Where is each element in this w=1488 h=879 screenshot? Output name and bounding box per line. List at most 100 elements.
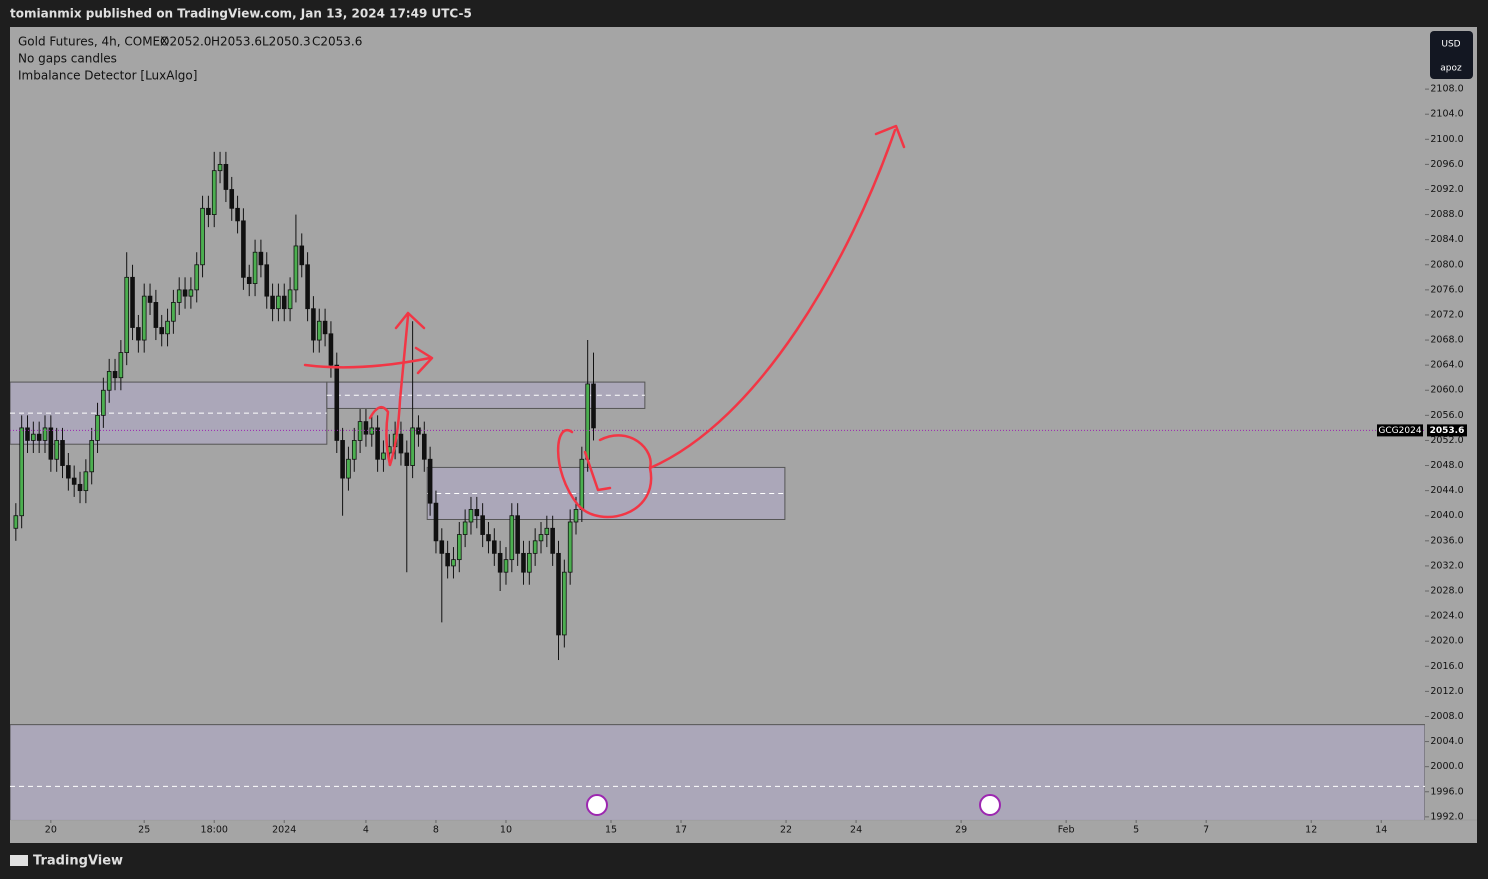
event-icon[interactable] xyxy=(586,794,608,816)
ticker-tag xyxy=(1377,424,1423,437)
candle-body xyxy=(211,170,217,215)
y-tick-label: 2048.0 xyxy=(1430,460,1463,471)
y-tick-label: 2072.0 xyxy=(1430,309,1463,320)
candle-body xyxy=(316,320,322,341)
candle-body xyxy=(147,295,153,303)
y-tick-label: 2100.0 xyxy=(1430,134,1463,145)
candle-body xyxy=(246,276,252,284)
drawings xyxy=(303,124,906,519)
candle-body xyxy=(31,433,36,441)
candle-body xyxy=(299,245,305,266)
candle-body xyxy=(421,433,427,460)
x-tick-label: 20 xyxy=(45,825,57,836)
candle-body xyxy=(439,540,445,554)
candle-body xyxy=(42,427,48,441)
candle-body xyxy=(311,308,316,341)
logo-icon xyxy=(10,855,28,866)
candle-body xyxy=(200,207,205,266)
candle-body xyxy=(182,289,188,297)
x-tick-label: 25 xyxy=(138,825,150,836)
candle-body xyxy=(124,276,129,354)
candle-body xyxy=(264,264,270,297)
candle-body xyxy=(235,207,240,222)
y-tick-label: 2060.0 xyxy=(1430,385,1463,396)
candle-body xyxy=(375,427,380,460)
candle-body xyxy=(556,552,561,636)
candle-body xyxy=(497,552,503,573)
candle-body xyxy=(223,163,229,190)
candle-body xyxy=(474,509,480,517)
candle-body xyxy=(241,220,246,278)
ohlc: C2053.6 xyxy=(312,35,362,49)
event-icon[interactable] xyxy=(979,794,1001,816)
candle-body xyxy=(381,452,386,460)
y-tick-label: 2008.0 xyxy=(1430,711,1463,722)
candle-body xyxy=(25,427,30,441)
x-tick-label: Feb xyxy=(1058,825,1075,836)
drawn-circle xyxy=(556,428,653,519)
candle-body xyxy=(532,540,538,554)
imbalance-zone xyxy=(10,724,1425,820)
candle-body xyxy=(194,264,200,291)
candle-body xyxy=(509,515,515,561)
x-tick-label: 29 xyxy=(955,825,967,836)
axes: 1992.0 1996.0 2000.0 2004.0 2008.0 2012.0 2016… xyxy=(10,84,1467,836)
indicator: No gaps candles xyxy=(18,52,117,66)
candle-body xyxy=(159,327,165,335)
candle-body xyxy=(112,371,118,379)
y-tick-label: 2016.0 xyxy=(1430,661,1463,672)
candle-body xyxy=(141,295,147,341)
candle-body xyxy=(492,540,497,554)
candle-body xyxy=(89,440,94,473)
candle-body xyxy=(340,440,345,479)
candle-body xyxy=(48,427,54,460)
candle-body xyxy=(293,245,299,291)
candle-body xyxy=(527,552,532,573)
publish-info: tomianmix published on TradingView.com, … xyxy=(10,7,472,21)
candle-body xyxy=(106,371,112,391)
y-tick-label: 2004.0 xyxy=(1430,736,1463,747)
currency-box[interactable] xyxy=(1430,31,1473,79)
candle-body xyxy=(206,207,211,215)
candle-body xyxy=(118,352,124,379)
candle-body xyxy=(369,427,375,435)
candle-body xyxy=(101,389,106,416)
candle-body xyxy=(451,559,456,567)
candle-body xyxy=(130,276,135,328)
y-tick-label: 2024.0 xyxy=(1430,611,1463,622)
candle-body xyxy=(480,515,485,535)
x-tick-label: 4 xyxy=(363,825,369,836)
y-tick-label: 2076.0 xyxy=(1430,284,1463,295)
candle-body xyxy=(95,414,100,441)
candles xyxy=(13,151,596,661)
candle-body xyxy=(19,427,24,517)
y-tick-label: 2036.0 xyxy=(1430,535,1463,546)
y-tick-label: 2088.0 xyxy=(1430,209,1463,220)
candle-body xyxy=(515,515,520,554)
candle-body xyxy=(398,433,404,454)
candle-body xyxy=(538,534,544,542)
x-tick-label: 2024 xyxy=(272,825,296,836)
y-tick-label: 2092.0 xyxy=(1430,184,1463,195)
y-tick-label: 2104.0 xyxy=(1430,109,1463,120)
candle-body xyxy=(544,527,550,535)
candle-body xyxy=(276,295,281,310)
x-tick-label: 8 xyxy=(433,825,439,836)
candle-body xyxy=(363,421,369,435)
unit: apoz xyxy=(1440,64,1462,74)
y-tick-label: 2052.0 xyxy=(1430,435,1463,446)
y-tick-label: 2040.0 xyxy=(1430,510,1463,521)
candle-body xyxy=(83,471,89,492)
y-tick-label: 2020.0 xyxy=(1430,636,1463,647)
y-tick-label: 1992.0 xyxy=(1430,811,1463,822)
candle-body xyxy=(281,295,287,310)
candle-body xyxy=(13,515,19,529)
candle-body xyxy=(217,163,223,172)
y-tick-label: 2044.0 xyxy=(1430,485,1463,496)
chart-area xyxy=(10,27,1477,843)
candle-body xyxy=(252,251,258,284)
candle-body xyxy=(258,251,264,266)
footer-logo: TradingView xyxy=(33,854,123,869)
